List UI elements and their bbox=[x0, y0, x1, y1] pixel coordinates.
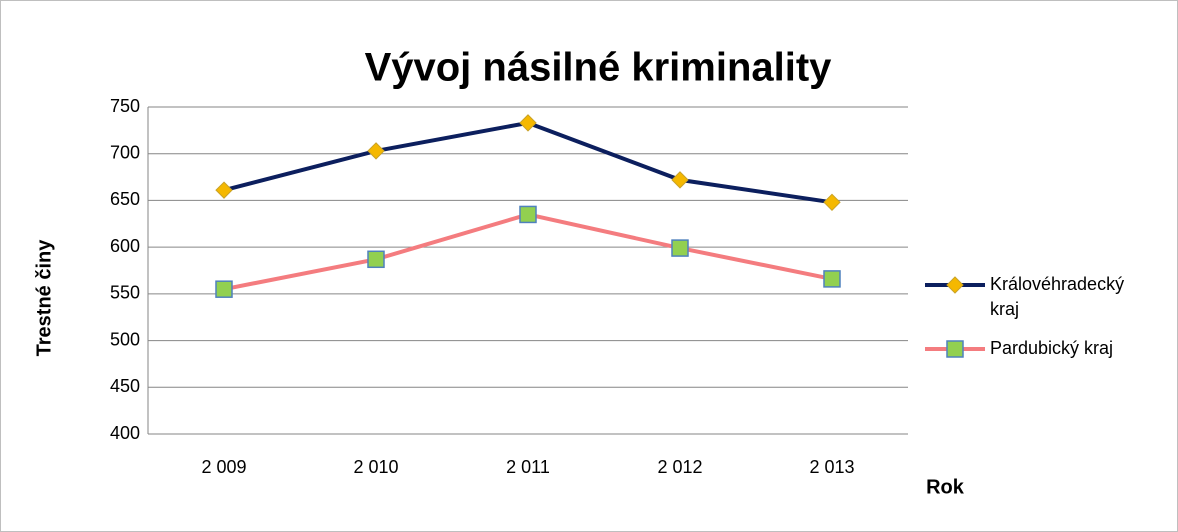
y-tick-label: 650 bbox=[110, 189, 140, 209]
chart-title: Vývoj násilné kriminality bbox=[365, 46, 833, 90]
x-tick-label: 2 013 bbox=[809, 457, 854, 477]
x-tick-label: 2 012 bbox=[657, 457, 702, 477]
legend-label: Pardubický kraj bbox=[990, 338, 1114, 358]
data-point bbox=[671, 171, 689, 189]
data-point bbox=[823, 193, 841, 212]
legend-marker bbox=[946, 276, 964, 294]
data-point bbox=[823, 270, 841, 288]
y-axis-label: Trestné činy bbox=[33, 239, 55, 357]
data-point bbox=[671, 239, 689, 257]
y-tick-label: 400 bbox=[110, 423, 140, 443]
y-tick-label: 750 bbox=[110, 96, 140, 116]
y-tick-label: 450 bbox=[110, 376, 140, 396]
y-tick-label: 600 bbox=[110, 236, 140, 256]
data-point bbox=[215, 280, 233, 298]
data-point bbox=[519, 205, 537, 224]
x-axis-label: Rok bbox=[926, 476, 965, 498]
x-tick-label: 2 009 bbox=[201, 457, 246, 477]
y-tick-label: 550 bbox=[110, 283, 140, 303]
data-point bbox=[367, 142, 385, 160]
y-tick-label: 700 bbox=[110, 142, 140, 162]
data-point bbox=[367, 250, 385, 269]
legend-label: Královéhradecký kraj bbox=[990, 274, 1125, 319]
data-point bbox=[215, 181, 233, 199]
legend-marker bbox=[946, 340, 964, 358]
y-tick-label: 500 bbox=[110, 329, 140, 349]
x-tick-label: 2 010 bbox=[353, 457, 398, 477]
x-tick-label: 2 011 bbox=[506, 457, 550, 477]
data-point bbox=[519, 114, 537, 132]
